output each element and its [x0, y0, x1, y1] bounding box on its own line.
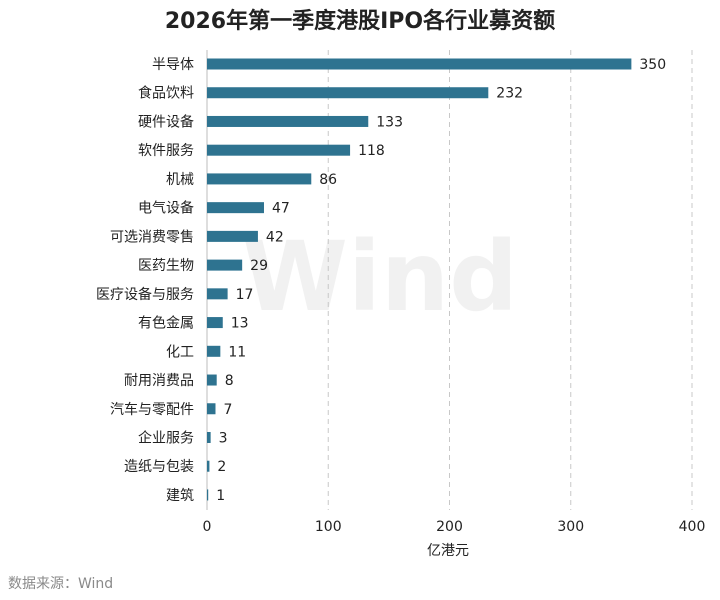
value-label: 350: [639, 57, 666, 73]
category-label: 化工: [166, 344, 194, 360]
bar: [207, 202, 264, 214]
value-label: 1: [216, 488, 225, 504]
bar: [207, 144, 351, 156]
value-label: 11: [228, 344, 246, 360]
value-label: 133: [376, 114, 403, 130]
bar: [207, 288, 228, 300]
x-tick-label: 200: [436, 519, 463, 535]
value-label: 118: [358, 143, 385, 159]
category-label: 耐用消费品: [124, 373, 194, 389]
bar: [207, 345, 221, 357]
value-label: 13: [231, 316, 249, 332]
x-tick-label: 300: [557, 519, 584, 535]
chart-title: 2026年第一季度港股IPO各行业募资额: [165, 8, 555, 34]
category-labels: 半导体食品饮料硬件设备软件服务机械电气设备可选消费零售医药生物医疗设备与服务有色…: [96, 57, 194, 504]
bar: [207, 317, 223, 329]
category-label: 建筑: [166, 488, 194, 504]
value-label: 47: [272, 201, 290, 217]
bar: [207, 173, 312, 185]
x-tick-label: 400: [679, 519, 706, 535]
category-label: 软件服务: [138, 143, 194, 159]
bar: [207, 259, 243, 271]
x-tick-labels: 0 100 200 300 400: [203, 519, 706, 535]
category-label: 有色金属: [138, 315, 194, 332]
bar: [207, 403, 216, 415]
bar: [207, 431, 211, 443]
category-label: 食品饮料: [138, 85, 194, 102]
watermark: Wind: [242, 221, 518, 333]
value-label: 232: [496, 86, 523, 102]
category-label: 机械: [166, 172, 194, 188]
bar: [207, 230, 258, 242]
bar-group: [207, 58, 632, 501]
category-label: 电气设备: [138, 200, 194, 217]
value-label: 7: [223, 402, 232, 418]
value-label: 86: [319, 172, 337, 188]
category-label: 造纸与包装: [124, 459, 194, 475]
bar: [207, 58, 632, 70]
value-label: 42: [266, 229, 284, 245]
bar: [207, 87, 489, 99]
value-label: 17: [236, 287, 254, 303]
category-label: 医疗设备与服务: [96, 286, 194, 303]
source-note: 数据来源：Wind: [8, 576, 113, 592]
value-label: 8: [225, 373, 234, 389]
category-label: 可选消费零售: [110, 229, 194, 245]
category-label: 硬件设备: [138, 113, 194, 130]
value-label: 2: [217, 459, 226, 475]
x-tick-label: 100: [315, 519, 342, 535]
x-axis-label: 亿港元: [427, 543, 469, 559]
category-label: 医药生物: [138, 258, 194, 274]
bar: [207, 489, 209, 501]
category-label: 企业服务: [138, 429, 194, 446]
bar: [207, 374, 217, 386]
value-label: 3: [219, 430, 228, 446]
bar: [207, 460, 210, 472]
category-label: 半导体: [152, 57, 194, 73]
x-tick-label: 0: [203, 519, 212, 535]
category-label: 汽车与零配件: [110, 401, 194, 418]
value-label: 29: [250, 258, 268, 274]
bar: [207, 115, 369, 127]
